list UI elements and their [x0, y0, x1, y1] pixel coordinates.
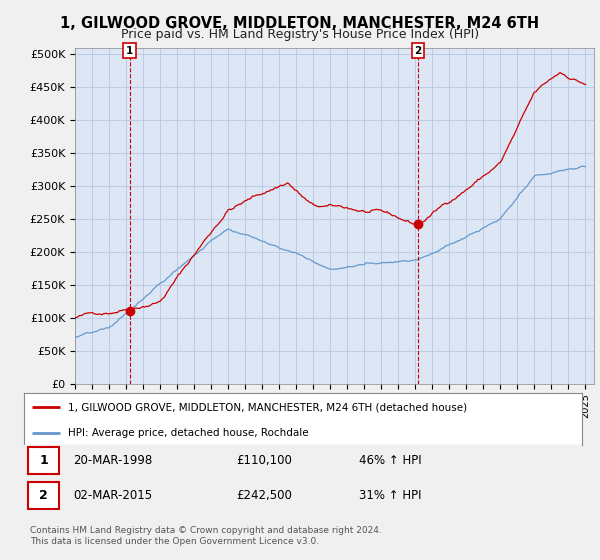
Text: 1: 1 [126, 46, 133, 56]
FancyBboxPatch shape [28, 482, 59, 509]
Text: Price paid vs. HM Land Registry's House Price Index (HPI): Price paid vs. HM Land Registry's House … [121, 28, 479, 41]
Text: 1: 1 [40, 454, 48, 467]
Text: 02-MAR-2015: 02-MAR-2015 [73, 489, 152, 502]
FancyBboxPatch shape [28, 447, 59, 474]
Text: 31% ↑ HPI: 31% ↑ HPI [359, 489, 421, 502]
Text: 46% ↑ HPI: 46% ↑ HPI [359, 454, 421, 467]
Text: 1, GILWOOD GROVE, MIDDLETON, MANCHESTER, M24 6TH (detached house): 1, GILWOOD GROVE, MIDDLETON, MANCHESTER,… [68, 402, 467, 412]
Text: HPI: Average price, detached house, Rochdale: HPI: Average price, detached house, Roch… [68, 428, 308, 438]
Text: 2: 2 [40, 489, 48, 502]
Text: 1, GILWOOD GROVE, MIDDLETON, MANCHESTER, M24 6TH: 1, GILWOOD GROVE, MIDDLETON, MANCHESTER,… [61, 16, 539, 31]
Text: Contains HM Land Registry data © Crown copyright and database right 2024.
This d: Contains HM Land Registry data © Crown c… [30, 526, 382, 546]
Text: 20-MAR-1998: 20-MAR-1998 [73, 454, 152, 467]
Text: £110,100: £110,100 [236, 454, 292, 467]
Text: £242,500: £242,500 [236, 489, 292, 502]
Text: 2: 2 [415, 46, 422, 56]
